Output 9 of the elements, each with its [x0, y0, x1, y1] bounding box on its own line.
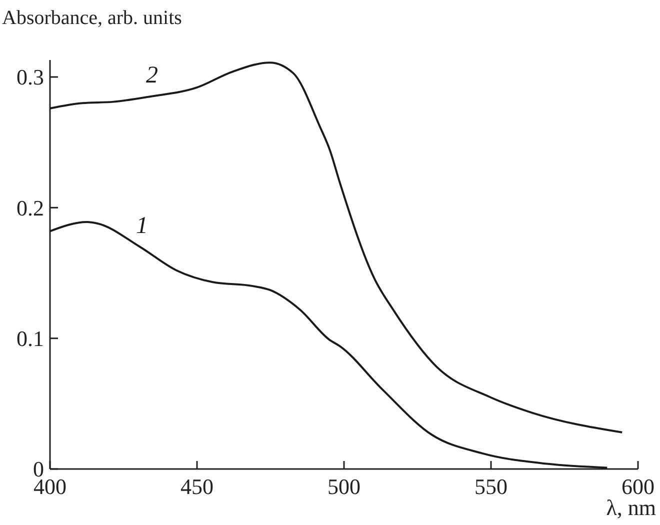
x-tick-label: 550	[474, 474, 508, 499]
y-tick-label: 0.3	[16, 64, 44, 90]
x-tick-label: 450	[180, 474, 214, 499]
y-axis-title: Absorbance, arb. units	[2, 7, 182, 29]
y-tick-label: 0.2	[16, 195, 44, 220]
y-tick-label: 0.1	[16, 326, 44, 352]
x-tick-label: 500	[328, 474, 360, 499]
series-label: 1	[136, 212, 148, 239]
series-label: 2	[146, 62, 158, 89]
